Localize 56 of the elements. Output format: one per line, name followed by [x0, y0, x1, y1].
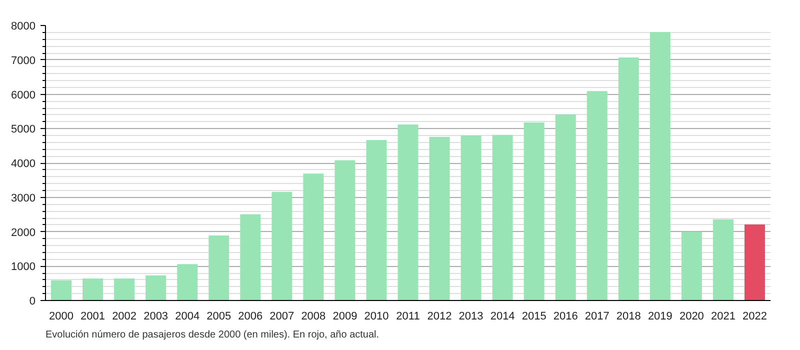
x-tick-label: 2002	[112, 310, 137, 322]
bar	[712, 219, 734, 300]
bar	[272, 192, 292, 300]
x-tick-label: 2003	[144, 310, 168, 322]
bar	[240, 214, 261, 300]
bar	[51, 280, 72, 300]
bar	[681, 232, 702, 300]
bar	[586, 91, 608, 300]
x-tick-label: 2022	[742, 310, 767, 322]
y-tick-label: 1000	[11, 261, 36, 274]
x-tick-label: 2006	[238, 310, 263, 322]
bar	[146, 275, 166, 300]
y-tick-label: 0	[29, 296, 36, 308]
bar	[555, 114, 576, 300]
x-tick-label: 2013	[458, 310, 484, 322]
bar	[82, 278, 104, 300]
x-tick-label: 2021	[710, 310, 736, 322]
bar	[650, 32, 670, 300]
bar	[177, 264, 198, 300]
x-tick-label: 2011	[396, 310, 420, 322]
x-tick-label: 2020	[679, 310, 704, 322]
bar	[460, 136, 482, 300]
x-tick-label: 2014	[490, 310, 515, 322]
x-tick-label: 2005	[206, 310, 232, 322]
x-tick-label: 2019	[648, 310, 672, 322]
x-tick-label: 2015	[522, 310, 546, 322]
x-tick-label: 2008	[301, 310, 326, 322]
x-tick-label: 2004	[175, 310, 200, 322]
x-tick-label: 2009	[332, 310, 358, 322]
bar	[366, 140, 387, 300]
bar	[524, 122, 544, 300]
y-tick-label: 2000	[11, 226, 36, 239]
x-tick-label: 2010	[364, 310, 389, 322]
bar	[114, 278, 135, 300]
bar	[208, 236, 230, 300]
y-tick-label: 8000	[11, 20, 36, 32]
y-tick-label: 3000	[11, 192, 36, 204]
x-tick-label: 2012	[427, 310, 452, 322]
x-tick-label: 2018	[616, 310, 641, 322]
y-tick-label: 5000	[11, 124, 36, 136]
x-tick-label: 2016	[553, 310, 578, 322]
bar	[492, 134, 513, 300]
y-tick-label: 7000	[11, 54, 36, 67]
bar	[618, 57, 639, 300]
x-tick-label: 2007	[270, 310, 294, 322]
y-tick-label: 6000	[11, 89, 36, 102]
bar	[429, 136, 450, 300]
y-tick-label: 4000	[11, 158, 36, 170]
x-tick-label: 2000	[49, 310, 74, 322]
bar	[398, 124, 418, 300]
x-tick-label: 2017	[584, 310, 610, 322]
x-tick-label: 2001	[80, 310, 106, 322]
bar	[303, 174, 324, 300]
bar	[334, 160, 356, 300]
text: Evolución número de pasajeros desde 2000 (en miles). En rojo, año actual.	[46, 330, 380, 340]
bar	[744, 224, 765, 300]
